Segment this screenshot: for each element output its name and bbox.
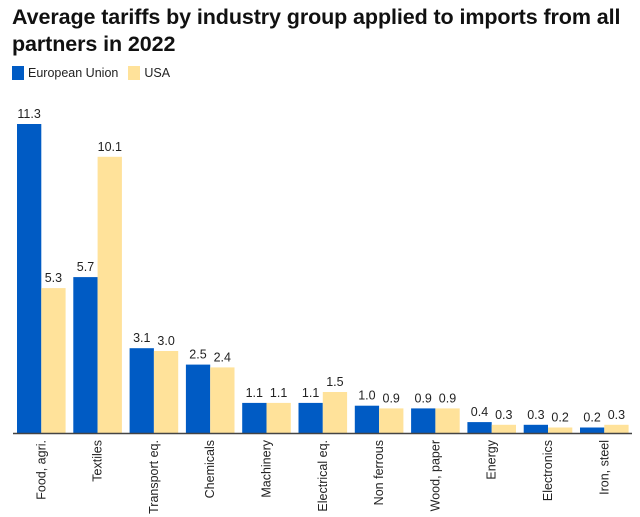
x-tick-label: Iron, steel — [597, 440, 611, 495]
bar-eu — [17, 124, 42, 433]
bar-eu — [298, 402, 323, 433]
bar-eu — [242, 402, 267, 433]
x-tick-label: Wood, paper — [428, 440, 442, 511]
x-tick-label: Textiles — [91, 440, 105, 482]
data-label-eu: 1.1 — [246, 386, 263, 400]
bar-group: 1.0 0.9 — [354, 389, 404, 433]
x-tick-label: Electrical eq. — [316, 440, 330, 512]
bar-usa — [153, 351, 179, 433]
data-label-eu: 0.3 — [527, 408, 544, 422]
bar-group: 0.9 0.9 — [411, 391, 460, 433]
data-label-usa: 0.2 — [551, 411, 568, 425]
x-tick-label: Energy — [485, 439, 499, 479]
x-tick-label: Electronics — [541, 440, 555, 501]
legend-item-usa: USA — [128, 66, 170, 80]
bar-group: 5.7 10.1 — [73, 140, 122, 434]
data-label-eu: 1.1 — [302, 386, 319, 400]
data-label-usa: 2.4 — [214, 350, 231, 364]
bar-usa — [604, 424, 629, 433]
x-tick-label: Machinery — [260, 439, 274, 497]
bar-eu — [523, 424, 548, 433]
bar-usa — [97, 156, 122, 434]
legend-label-eu: European Union — [28, 66, 119, 80]
bar-usa — [435, 408, 460, 433]
bar-group: 1.1 1.5 — [298, 375, 348, 433]
data-label-usa: 0.9 — [383, 391, 400, 405]
bar-eu — [73, 277, 98, 433]
data-label-eu: 0.9 — [415, 391, 432, 405]
data-label-usa: 1.1 — [270, 386, 287, 400]
bar-usa — [41, 288, 66, 433]
bar-group: 11.3 5.3 — [17, 107, 66, 433]
legend-swatch-eu — [12, 66, 24, 80]
data-label-usa: 10.1 — [98, 140, 122, 154]
bar-usa — [491, 424, 516, 433]
bar-eu — [129, 348, 154, 433]
bar-eu — [411, 408, 436, 433]
data-label-eu: 3.1 — [133, 331, 150, 345]
bar-eu — [185, 364, 211, 433]
legend-label-usa: USA — [144, 66, 171, 80]
bar-group: 2.5 2.4 — [185, 348, 235, 433]
legend-item-eu: European Union — [12, 66, 118, 80]
legend-swatch-usa — [128, 66, 141, 80]
data-label-usa: 3.0 — [157, 334, 174, 348]
bar-eu — [354, 405, 380, 433]
data-label-usa: 0.3 — [608, 408, 625, 422]
data-label-eu: 2.5 — [189, 348, 206, 362]
data-label-usa: 1.5 — [326, 375, 343, 389]
bar-eu — [467, 422, 492, 433]
data-label-eu: 1.0 — [358, 389, 375, 403]
bar-usa — [210, 367, 235, 433]
data-label-eu: 0.4 — [471, 405, 488, 419]
bar-usa — [379, 408, 404, 433]
x-tick-label: Chemicals — [203, 440, 217, 498]
x-tick-label: Non ferrous — [372, 440, 386, 505]
bar-group: 0.3 0.2 — [523, 408, 573, 433]
bar-group: 0.4 0.3 — [467, 405, 516, 433]
bar-group: 0.2 0.3 — [580, 408, 629, 433]
x-tick-label: Transport eq. — [147, 440, 161, 514]
bar-group: 1.1 1.1 — [242, 386, 291, 433]
bar-usa — [322, 392, 348, 433]
bar-usa — [266, 402, 291, 433]
x-tick-label: Food, agri. — [34, 440, 48, 500]
data-label-eu: 0.2 — [583, 411, 600, 425]
data-label-usa: 0.9 — [439, 391, 456, 405]
bar-eu — [580, 427, 605, 433]
data-label-usa: 5.3 — [45, 271, 62, 285]
data-label-usa: 0.3 — [495, 408, 512, 422]
bar-group: 3.1 3.0 — [129, 331, 179, 433]
chart-title: Average tariffs by industry group applie… — [12, 5, 621, 56]
legend: European Union USA — [12, 66, 180, 80]
bar-usa — [548, 427, 573, 433]
data-label-eu: 11.3 — [17, 107, 40, 121]
data-label-eu: 5.7 — [77, 260, 94, 274]
